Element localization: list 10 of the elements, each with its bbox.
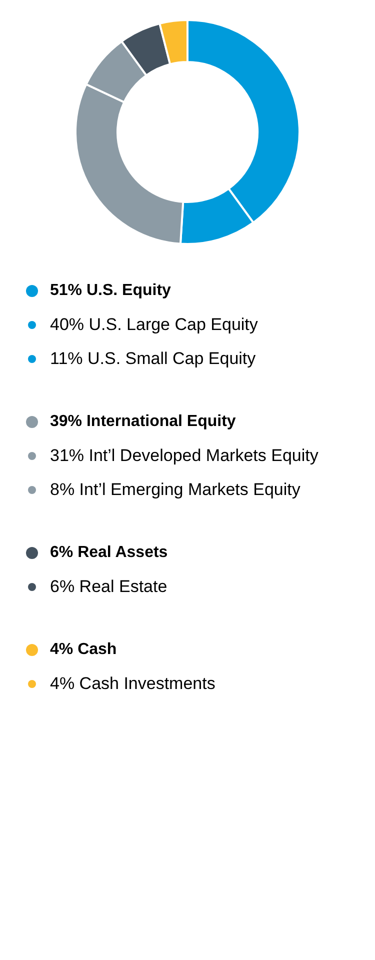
legend-label: 4% Cash Investments [49,673,216,695]
legend-label: 8% Int’l Emerging Markets Equity [49,479,302,501]
text: 39% International Equity [49,412,237,432]
legend-label: 11% U.S. Small Cap Equity [49,348,257,370]
text: 6% Real Assets [49,543,169,563]
legend-label: 40% U.S. Large Cap Equity [49,314,259,336]
legend-label: 31% Int’l Developed Markets Equity [49,445,320,467]
text: 51% U.S. Equity [49,281,172,301]
legend-label: 6% Real Estate [49,576,168,598]
text: 4% Cash [49,640,118,660]
